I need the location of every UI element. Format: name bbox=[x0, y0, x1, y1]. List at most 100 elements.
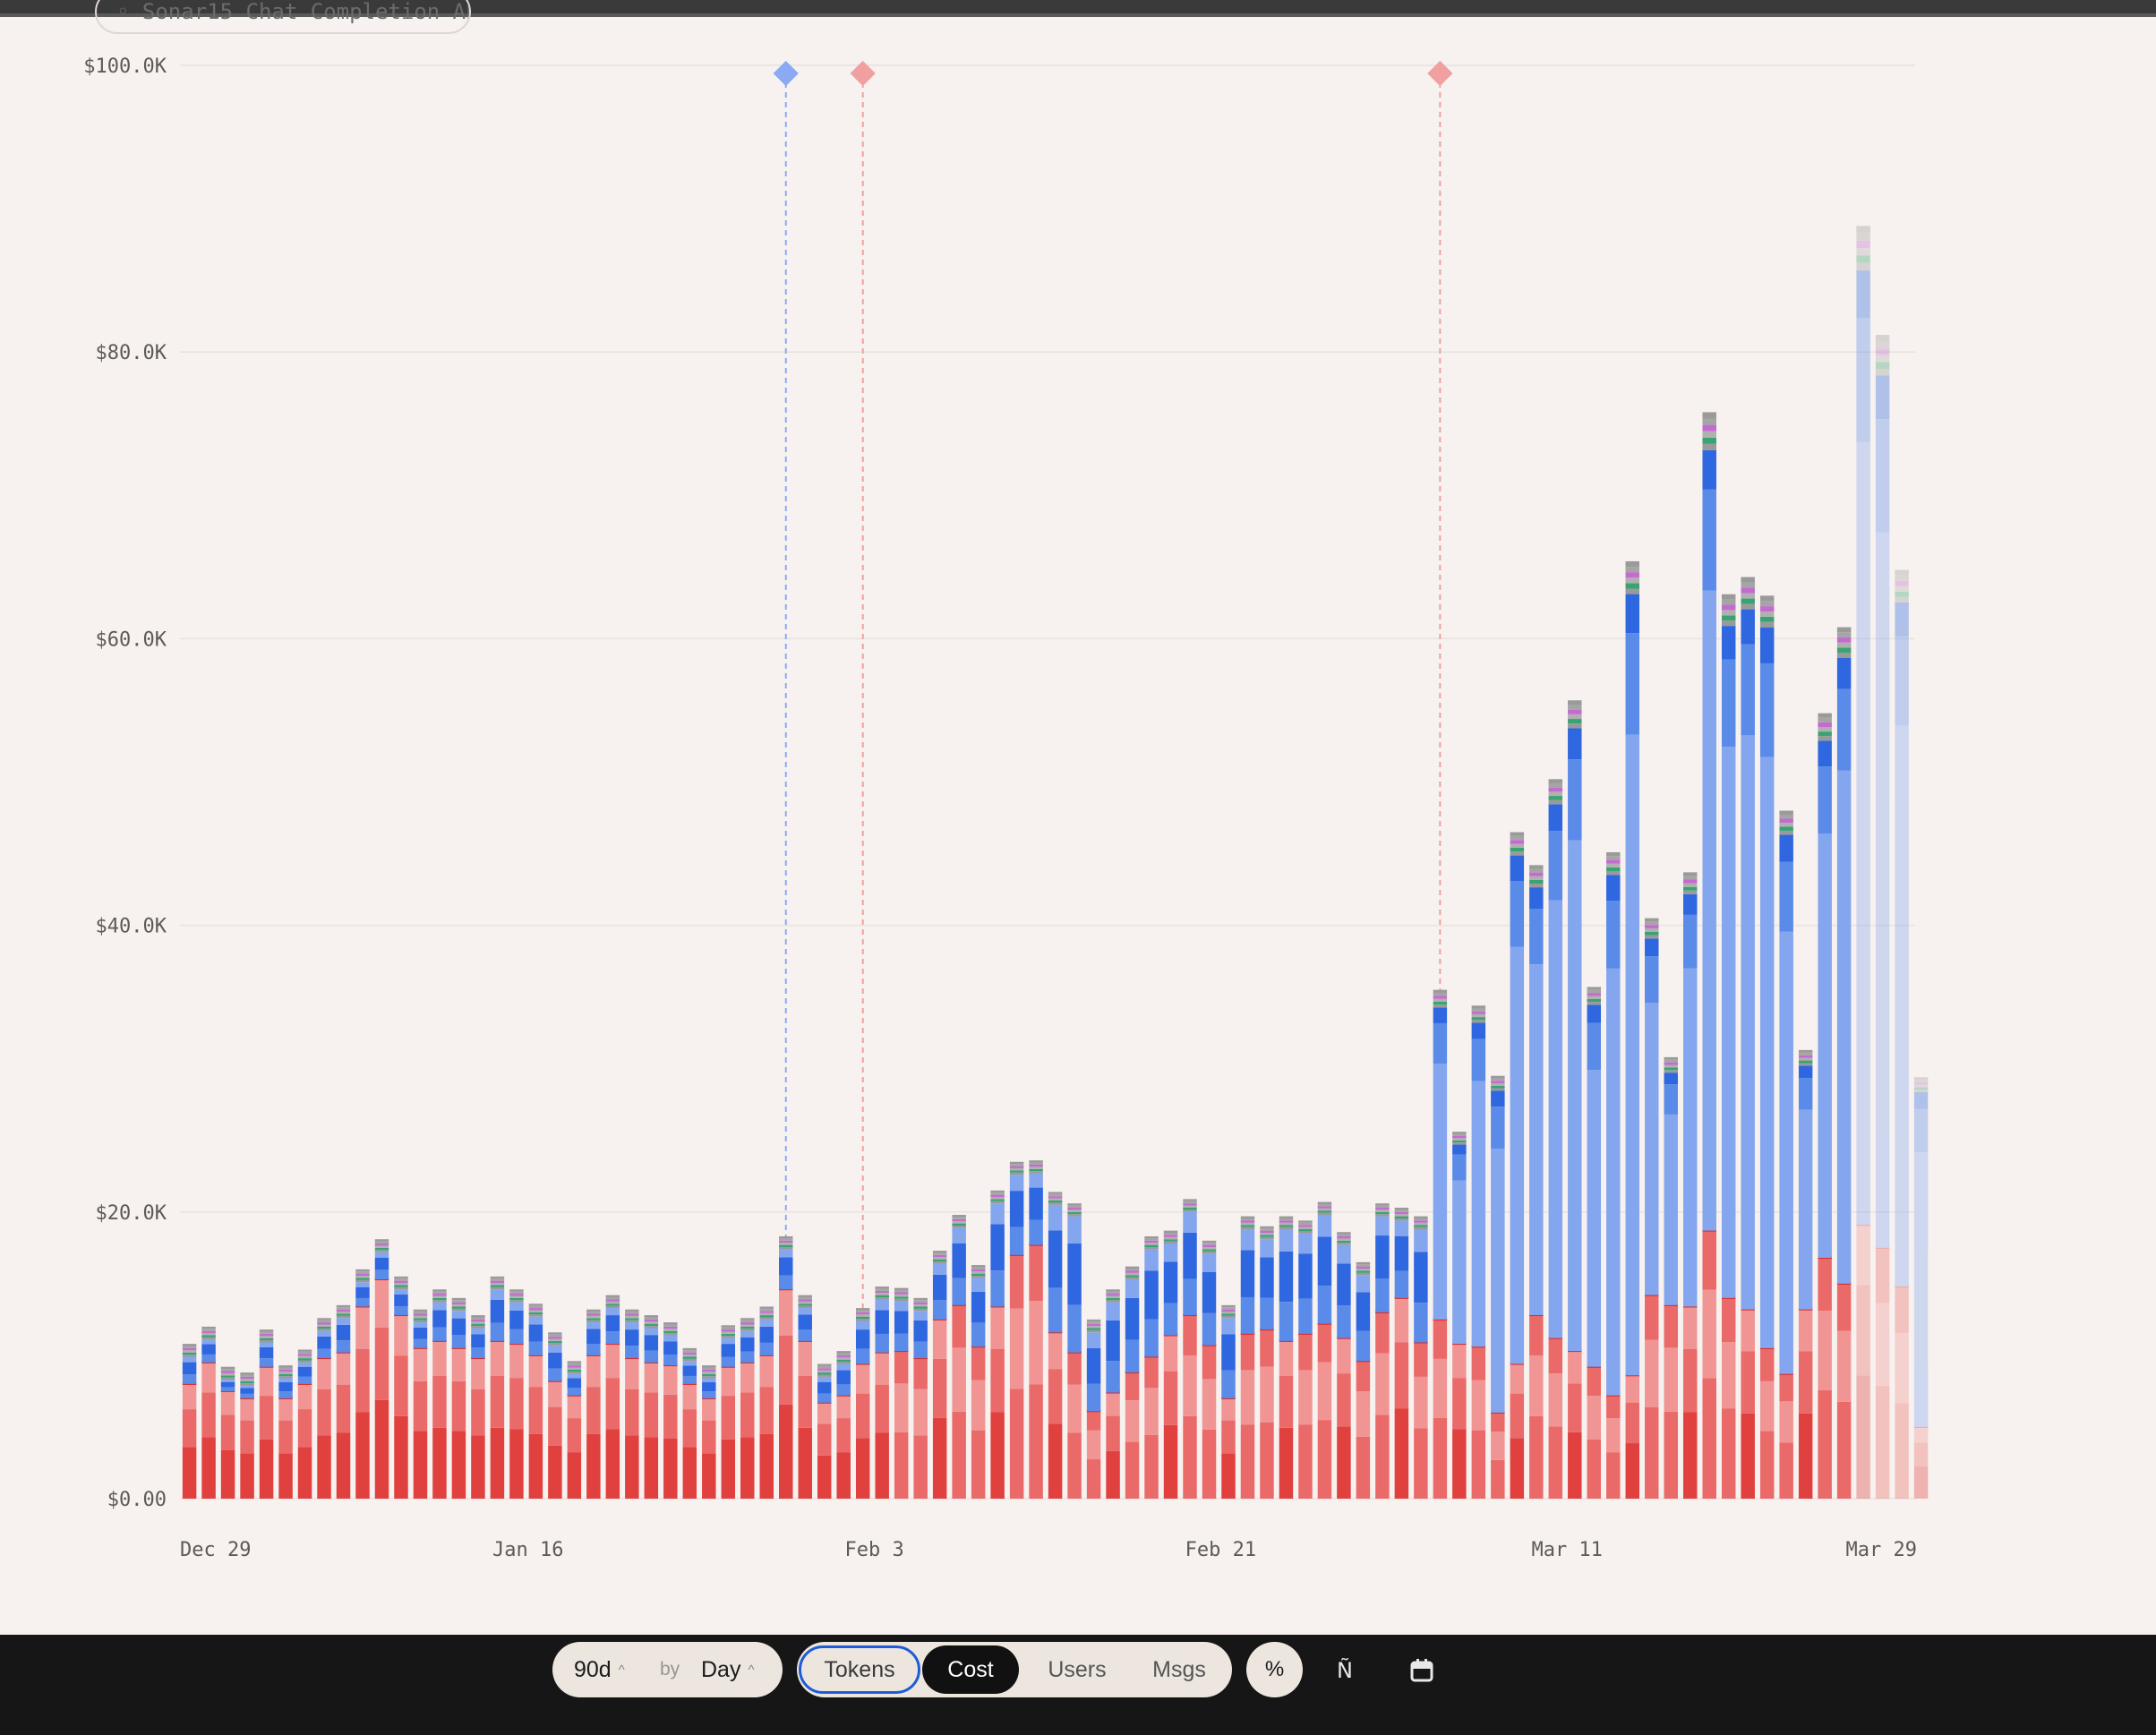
bar bbox=[1682, 872, 1698, 1499]
x-tick-label: Mar 11 bbox=[1531, 1539, 1602, 1561]
bar bbox=[682, 1347, 697, 1499]
sort-icon[interactable]: Ñ bbox=[1337, 1658, 1353, 1683]
bar bbox=[894, 1287, 909, 1499]
bar bbox=[394, 1276, 408, 1499]
range-dropdown[interactable]: 90d ^ bbox=[574, 1642, 625, 1698]
percent-toggle[interactable]: % bbox=[1246, 1642, 1303, 1697]
bar bbox=[297, 1349, 312, 1499]
bar bbox=[1895, 569, 1909, 1499]
bar bbox=[855, 1308, 870, 1499]
bar bbox=[1067, 1203, 1082, 1499]
bar bbox=[702, 1365, 716, 1499]
bar bbox=[471, 1315, 485, 1499]
bar bbox=[336, 1304, 351, 1499]
x-tick-label: Feb 21 bbox=[1185, 1539, 1256, 1561]
bar bbox=[1048, 1192, 1063, 1499]
bar bbox=[1664, 1056, 1678, 1499]
bar bbox=[201, 1326, 216, 1499]
y-tick-label: $40.0K bbox=[96, 916, 167, 938]
bar bbox=[1260, 1226, 1274, 1499]
bar bbox=[451, 1297, 466, 1499]
bar bbox=[779, 1236, 793, 1499]
bar bbox=[1741, 577, 1755, 1499]
annotation-diamond bbox=[1427, 60, 1453, 87]
tab-msgs[interactable]: Msgs bbox=[1152, 1657, 1206, 1682]
by-label: by bbox=[660, 1659, 680, 1679]
bar bbox=[644, 1315, 659, 1499]
bar bbox=[1606, 851, 1621, 1499]
bar bbox=[1125, 1266, 1140, 1499]
bar bbox=[1375, 1203, 1390, 1499]
bar bbox=[586, 1309, 601, 1499]
bar bbox=[798, 1295, 812, 1499]
y-tick-label: $60.0K bbox=[96, 628, 167, 651]
bar bbox=[528, 1303, 543, 1499]
bar bbox=[1856, 226, 1870, 1499]
bar bbox=[817, 1363, 832, 1499]
bar bbox=[1106, 1289, 1120, 1499]
bar bbox=[1798, 1049, 1813, 1499]
bar bbox=[1510, 832, 1525, 1499]
range-selector[interactable]: 90d ^ by Day ^ bbox=[552, 1642, 783, 1697]
bar bbox=[432, 1289, 447, 1499]
bar bbox=[567, 1361, 582, 1499]
x-tick-label: Feb 3 bbox=[844, 1539, 903, 1561]
bar bbox=[278, 1365, 293, 1499]
y-tick-label: $0.00 bbox=[107, 1489, 167, 1511]
bar bbox=[1221, 1304, 1236, 1499]
bar bbox=[1818, 713, 1832, 1499]
bar bbox=[1009, 1161, 1024, 1499]
chevron-up-icon: ^ bbox=[618, 1662, 625, 1678]
y-tick-label: $20.0K bbox=[96, 1202, 167, 1225]
chevron-up-icon: ^ bbox=[748, 1662, 755, 1678]
bar bbox=[1433, 989, 1448, 1499]
bar bbox=[374, 1239, 389, 1499]
bar bbox=[1317, 1201, 1332, 1499]
bar bbox=[1414, 1216, 1428, 1499]
bar bbox=[971, 1265, 986, 1499]
bar bbox=[875, 1286, 889, 1499]
bar bbox=[1721, 594, 1736, 1499]
bar bbox=[1337, 1232, 1351, 1499]
bar bbox=[759, 1306, 774, 1499]
range-value: 90d bbox=[574, 1657, 612, 1682]
bar bbox=[990, 1190, 1005, 1499]
bar bbox=[1029, 1160, 1043, 1499]
bar bbox=[1779, 810, 1793, 1499]
bar bbox=[663, 1322, 678, 1499]
bar bbox=[1298, 1220, 1313, 1499]
bar bbox=[1548, 779, 1563, 1499]
x-tick-label: Jan 16 bbox=[492, 1539, 563, 1561]
metric-tabs: Tokens Cost Users Msgs bbox=[797, 1642, 1232, 1697]
bar bbox=[1491, 1075, 1505, 1499]
bar bbox=[952, 1215, 966, 1499]
bar bbox=[413, 1309, 428, 1499]
x-axis: Dec 29 Jan 16 Feb 3 Feb 21 Mar 11 Mar 29 bbox=[180, 1539, 1917, 1561]
bar bbox=[317, 1318, 331, 1499]
bar bbox=[259, 1329, 274, 1499]
bar bbox=[1587, 987, 1602, 1499]
bar bbox=[1086, 1319, 1101, 1499]
tab-cost[interactable]: Cost bbox=[922, 1645, 1019, 1694]
bar bbox=[1529, 865, 1544, 1499]
bar bbox=[1568, 700, 1582, 1499]
bar bbox=[1452, 1132, 1467, 1499]
bar bbox=[932, 1251, 947, 1499]
calendar-icon[interactable] bbox=[1402, 1651, 1442, 1690]
annotation-diamond bbox=[850, 60, 876, 87]
bar bbox=[220, 1366, 235, 1499]
filter-chip[interactable]: ◦ Sonar15 Chat Completion API bbox=[95, 0, 471, 34]
bar bbox=[1645, 918, 1659, 1499]
tab-users[interactable]: Users bbox=[1048, 1657, 1107, 1682]
bar bbox=[1471, 1005, 1486, 1499]
granularity-dropdown[interactable]: Day ^ bbox=[701, 1642, 755, 1698]
tab-tokens[interactable]: Tokens bbox=[799, 1645, 920, 1694]
bar bbox=[1759, 595, 1775, 1499]
window-top-bar bbox=[0, 0, 2156, 17]
bar bbox=[913, 1297, 928, 1499]
bar bbox=[1875, 334, 1890, 1499]
bar bbox=[1625, 560, 1639, 1499]
x-tick-label: Dec 29 bbox=[180, 1539, 251, 1561]
cost-bar-chart: $0.00 $20.0K $40.0K $60.0K $80.0K $100.0K Dec… bbox=[83, 56, 1929, 1561]
bar bbox=[490, 1276, 505, 1499]
